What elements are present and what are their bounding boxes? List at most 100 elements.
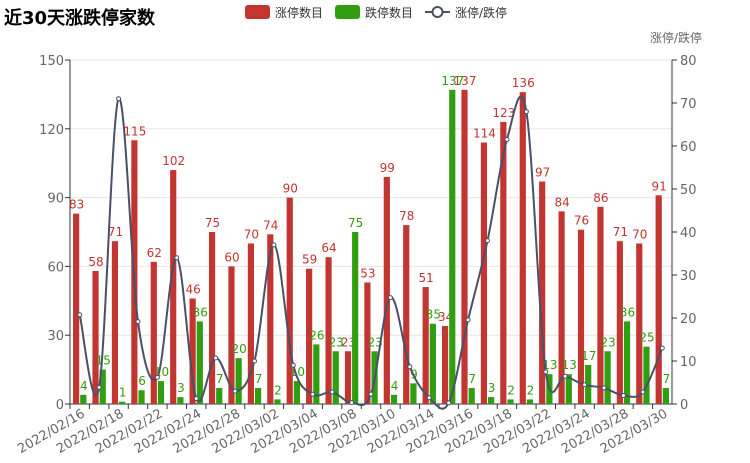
bar — [636, 243, 643, 404]
value-label: 46 — [185, 283, 200, 297]
bar — [138, 390, 145, 404]
y-tick-label: 150 — [39, 54, 64, 69]
line-point — [154, 374, 160, 380]
value-label: 51 — [419, 271, 434, 285]
line-point — [485, 238, 491, 244]
bar — [364, 282, 371, 404]
bar — [235, 358, 242, 404]
bar — [216, 387, 223, 404]
line-point — [349, 400, 355, 406]
bar — [286, 197, 293, 404]
y-tick-label: 60 — [47, 260, 64, 275]
value-label: 25 — [639, 331, 654, 345]
bar — [488, 397, 495, 404]
line-point — [446, 400, 452, 406]
bar — [150, 261, 157, 404]
line-point — [368, 391, 374, 397]
line-point — [77, 312, 83, 318]
bar — [177, 397, 184, 404]
value-label: 3 — [488, 381, 496, 395]
line-point — [193, 395, 199, 401]
line-point — [582, 382, 588, 388]
bar — [228, 266, 235, 404]
value-label: 23 — [600, 335, 615, 349]
bar — [441, 326, 449, 404]
value-label: 102 — [162, 154, 185, 168]
value-label: 75 — [205, 216, 220, 230]
legend-label: 涨停/跌停 — [455, 5, 507, 20]
bar — [468, 387, 475, 404]
bar — [293, 381, 301, 404]
y2-tick-label: 20 — [680, 312, 697, 327]
bar — [500, 121, 507, 405]
bar — [157, 381, 165, 404]
line-point — [96, 384, 102, 390]
bar — [577, 229, 585, 404]
bar — [274, 399, 281, 404]
bar — [597, 206, 604, 404]
value-label: 20 — [232, 342, 247, 356]
bar — [73, 213, 80, 404]
line-point — [116, 96, 122, 102]
line-point — [271, 242, 277, 248]
value-label: 91 — [652, 179, 667, 193]
bar — [616, 241, 623, 404]
y2-tick-label: 80 — [680, 54, 697, 69]
legend-label: 涨停数目 — [275, 5, 323, 20]
value-label: 62 — [147, 246, 162, 260]
value-label: 71 — [613, 225, 628, 239]
bar — [558, 211, 565, 404]
legend-swatch — [431, 6, 444, 18]
y2-tick-label: 50 — [680, 183, 697, 198]
bar — [604, 351, 611, 404]
line-point — [407, 364, 413, 370]
value-label: 6 — [138, 374, 146, 388]
value-label: 86 — [593, 191, 608, 205]
value-label: 60 — [224, 250, 239, 264]
y2-tick-label: 10 — [680, 355, 697, 370]
y2-tick-label: 30 — [680, 269, 697, 284]
value-label: 13 — [562, 358, 577, 372]
bar — [403, 225, 410, 404]
value-label: 97 — [535, 166, 550, 180]
legend-swatch — [335, 5, 360, 19]
value-label: 1 — [119, 386, 127, 400]
bar — [383, 176, 390, 404]
bar — [119, 401, 126, 404]
bar — [332, 351, 339, 404]
bar — [480, 142, 488, 404]
value-label: 26 — [309, 328, 324, 342]
bar — [313, 344, 320, 404]
line-point — [251, 358, 257, 364]
value-label: 7 — [255, 372, 263, 386]
bar — [247, 243, 254, 404]
value-label: 99 — [380, 161, 395, 175]
value-label: 70 — [632, 227, 647, 241]
value-label: 53 — [360, 266, 375, 280]
value-label: 136 — [512, 76, 535, 90]
value-label: 36 — [620, 305, 635, 319]
line-point — [620, 393, 626, 399]
line-point — [523, 109, 529, 115]
legend-label: 跌停数目 — [365, 5, 413, 20]
line-point — [213, 355, 219, 361]
bar — [655, 195, 662, 404]
bar — [390, 394, 398, 404]
line-point — [329, 389, 335, 395]
bar — [92, 270, 99, 404]
value-label: 59 — [302, 253, 317, 267]
value-label: 64 — [321, 241, 336, 255]
bar — [449, 89, 456, 405]
bar — [267, 234, 274, 404]
value-label: 2 — [507, 383, 515, 397]
value-label: 75 — [348, 216, 363, 230]
value-label: 115 — [123, 124, 146, 138]
value-label: 2 — [527, 383, 535, 397]
value-label: 78 — [399, 209, 414, 223]
value-label: 58 — [88, 255, 103, 269]
bar — [254, 387, 262, 404]
line-point — [562, 373, 568, 379]
bar — [623, 321, 631, 404]
value-label: 4 — [391, 379, 399, 393]
bar — [344, 351, 352, 404]
